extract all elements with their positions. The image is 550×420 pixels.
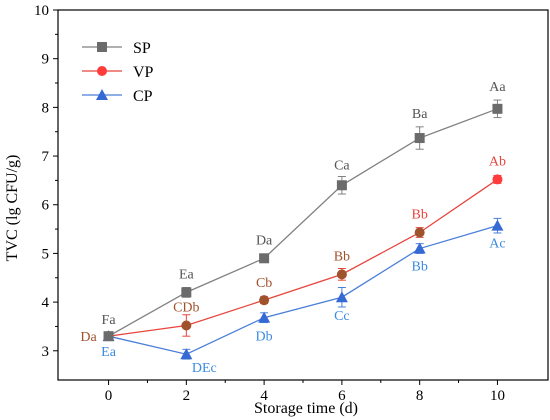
chart-axes: 0 2 4 6 8 10 3 4 5 6 7 8 9 10 bbox=[34, 3, 549, 404]
data-label: Ea bbox=[101, 345, 117, 360]
data-point-circle bbox=[336, 269, 347, 280]
data-label: CDb bbox=[173, 300, 199, 315]
data-label: DEc bbox=[192, 361, 217, 376]
legend-label: VP bbox=[133, 64, 154, 81]
data-label: Da bbox=[256, 233, 273, 248]
x-tick-label: 0 bbox=[105, 388, 113, 404]
data-point-circle bbox=[181, 320, 192, 331]
data-label: Ba bbox=[412, 107, 428, 122]
data-label: Bb bbox=[411, 207, 427, 222]
data-point-square bbox=[181, 287, 192, 298]
x-axis-title: Storage time (d) bbox=[254, 400, 358, 417]
data-point-triangle bbox=[335, 291, 348, 303]
data-label: Fa bbox=[102, 313, 117, 328]
x-tick-label: 10 bbox=[490, 388, 505, 404]
data-point-triangle bbox=[491, 219, 504, 231]
series-cp bbox=[102, 217, 504, 360]
data-point-circle bbox=[259, 295, 270, 306]
data-label: Ca bbox=[334, 158, 350, 173]
legend-item-sp: SP bbox=[82, 40, 151, 57]
x-tick-label: 8 bbox=[416, 388, 424, 404]
y-axis-title: TVC (lg CFU/g) bbox=[4, 155, 21, 262]
data-label: Aa bbox=[489, 80, 506, 95]
y-tick-label: 5 bbox=[42, 246, 50, 262]
data-point-triangle bbox=[413, 242, 426, 254]
data-point-triangle bbox=[180, 348, 193, 360]
y-tick-label: 4 bbox=[42, 295, 50, 311]
x-tick-label: 2 bbox=[183, 388, 191, 404]
series-line bbox=[108, 178, 498, 337]
labels-sp: Fa Ea Da Ca Ba Aa bbox=[102, 80, 507, 328]
chart-legend: SP VP CP bbox=[82, 40, 154, 105]
series-vp bbox=[103, 174, 503, 342]
legend-label: SP bbox=[133, 40, 151, 57]
legend-label: CP bbox=[133, 88, 153, 105]
data-label: Cb bbox=[256, 276, 272, 291]
series-line bbox=[108, 225, 498, 355]
data-point-square bbox=[259, 253, 270, 264]
data-point-circle bbox=[97, 66, 107, 76]
data-label: Db bbox=[256, 330, 273, 345]
data-label: Cc bbox=[334, 309, 350, 324]
series-line bbox=[108, 108, 498, 337]
legend-item-cp: CP bbox=[82, 88, 153, 105]
data-point-square bbox=[414, 133, 425, 144]
chart-series: Fa Ea Da Ca Ba Aa Da CDb Cb Bb Bb Ab Ea DEc Db Cc Bb Ac bbox=[80, 80, 506, 376]
data-point-triangle bbox=[96, 89, 108, 100]
data-point-circle bbox=[492, 174, 503, 185]
data-label: Bb bbox=[411, 260, 427, 275]
data-point-circle bbox=[414, 227, 425, 238]
data-point-square bbox=[336, 180, 347, 191]
y-tick-label: 6 bbox=[42, 198, 50, 214]
data-point-square bbox=[103, 331, 114, 342]
data-label: Da bbox=[80, 330, 97, 345]
series-sp bbox=[103, 99, 503, 342]
data-label: Ea bbox=[179, 267, 195, 282]
data-point-square bbox=[97, 42, 107, 52]
y-tick-label: 9 bbox=[42, 52, 50, 68]
legend-item-vp: VP bbox=[82, 64, 154, 81]
data-label: Bb bbox=[334, 249, 350, 264]
x-tick-label: 6 bbox=[338, 388, 346, 404]
data-label: Ac bbox=[489, 237, 505, 252]
data-point-square bbox=[492, 103, 503, 114]
labels-cp: Ea DEc Db Cc Bb Ac bbox=[101, 237, 505, 377]
x-tick-label: 4 bbox=[260, 388, 268, 404]
y-tick-label: 10 bbox=[34, 3, 49, 19]
y-tick-label: 3 bbox=[42, 344, 50, 360]
y-tick-label: 7 bbox=[42, 149, 50, 165]
data-point-triangle bbox=[258, 311, 271, 323]
y-tick-label: 8 bbox=[42, 100, 50, 116]
labels-vp: Da CDb Cb Bb Bb Ab bbox=[80, 154, 506, 345]
data-label: Ab bbox=[489, 154, 506, 169]
